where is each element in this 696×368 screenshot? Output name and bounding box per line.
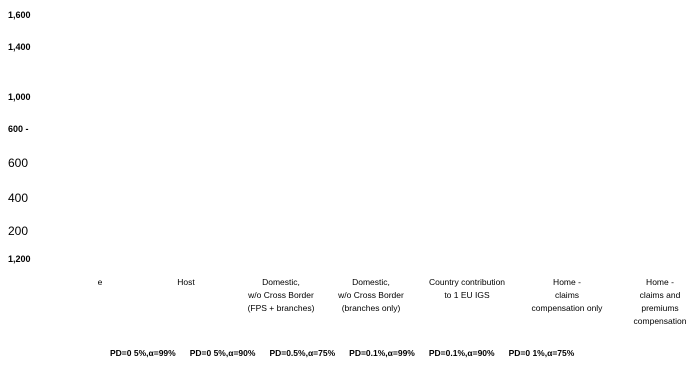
y-tick-label: 1,600 xyxy=(8,10,31,20)
category-label: Home - claims and premiums compensation xyxy=(633,277,687,326)
y-tick-label: 600 - xyxy=(8,124,29,134)
legend-item: PD=0.1%,α=90% xyxy=(428,348,495,358)
legend: PD=0 5%,α=99% PD=0 5%,α=90% PD=0.5%,α=75% P… xyxy=(110,348,574,358)
y-tick-label: 200 xyxy=(8,224,29,238)
category-label: Domestic, w/o Cross Border (FPS + branches… xyxy=(247,277,315,313)
legend-item: PD=0 5%,α=99% xyxy=(110,348,176,358)
legend-item: PD=0.1%,α=99% xyxy=(349,348,415,358)
y-tick-label: 1,400 xyxy=(8,42,31,52)
y-tick-label: 400 xyxy=(8,191,29,205)
legend-item: PD=0 1%,α=75% xyxy=(508,348,575,358)
category-label: Host xyxy=(177,277,195,287)
category-label: Domestic, w/o Cross Border (branches only) xyxy=(338,277,404,313)
y-tick-label: 1,200 xyxy=(8,254,31,264)
y-tick-label: 600 xyxy=(8,156,29,170)
category-label: Home - claims compensation only xyxy=(531,277,603,313)
y-tick-label: 1,000 xyxy=(8,92,31,102)
legend-item: PD=0.5%,α=75% xyxy=(269,348,336,358)
category-label: e xyxy=(97,277,103,287)
legend-item: PD=0 5%,α=90% xyxy=(189,348,256,358)
category-label: Country contribution to 1 EU IGS xyxy=(428,277,506,300)
